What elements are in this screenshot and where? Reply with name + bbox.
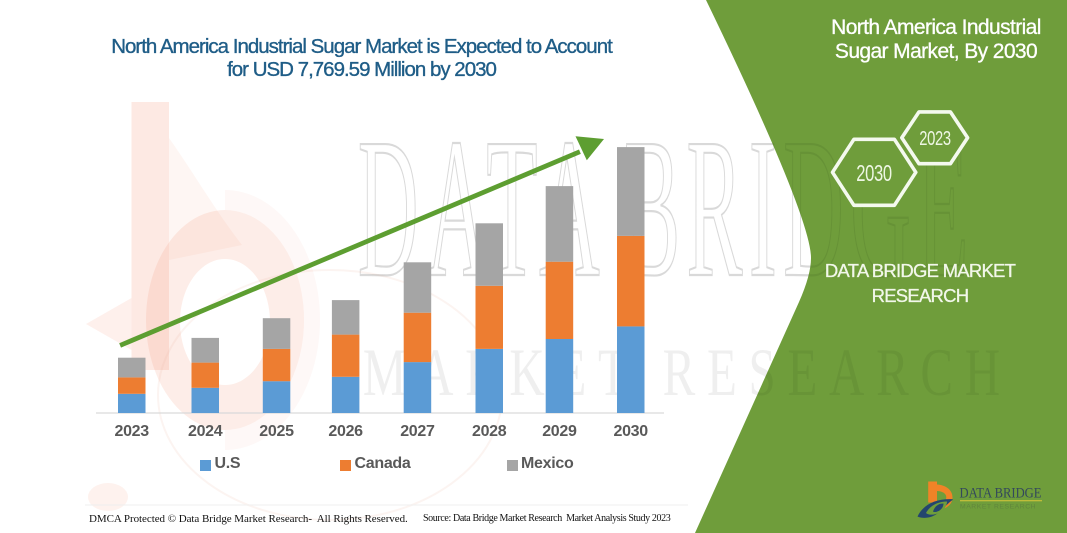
svg-text:MARKET RESEARCH: MARKET RESEARCH	[960, 504, 1036, 511]
svg-text:DATA BRIDGE: DATA BRIDGE	[960, 486, 1042, 502]
